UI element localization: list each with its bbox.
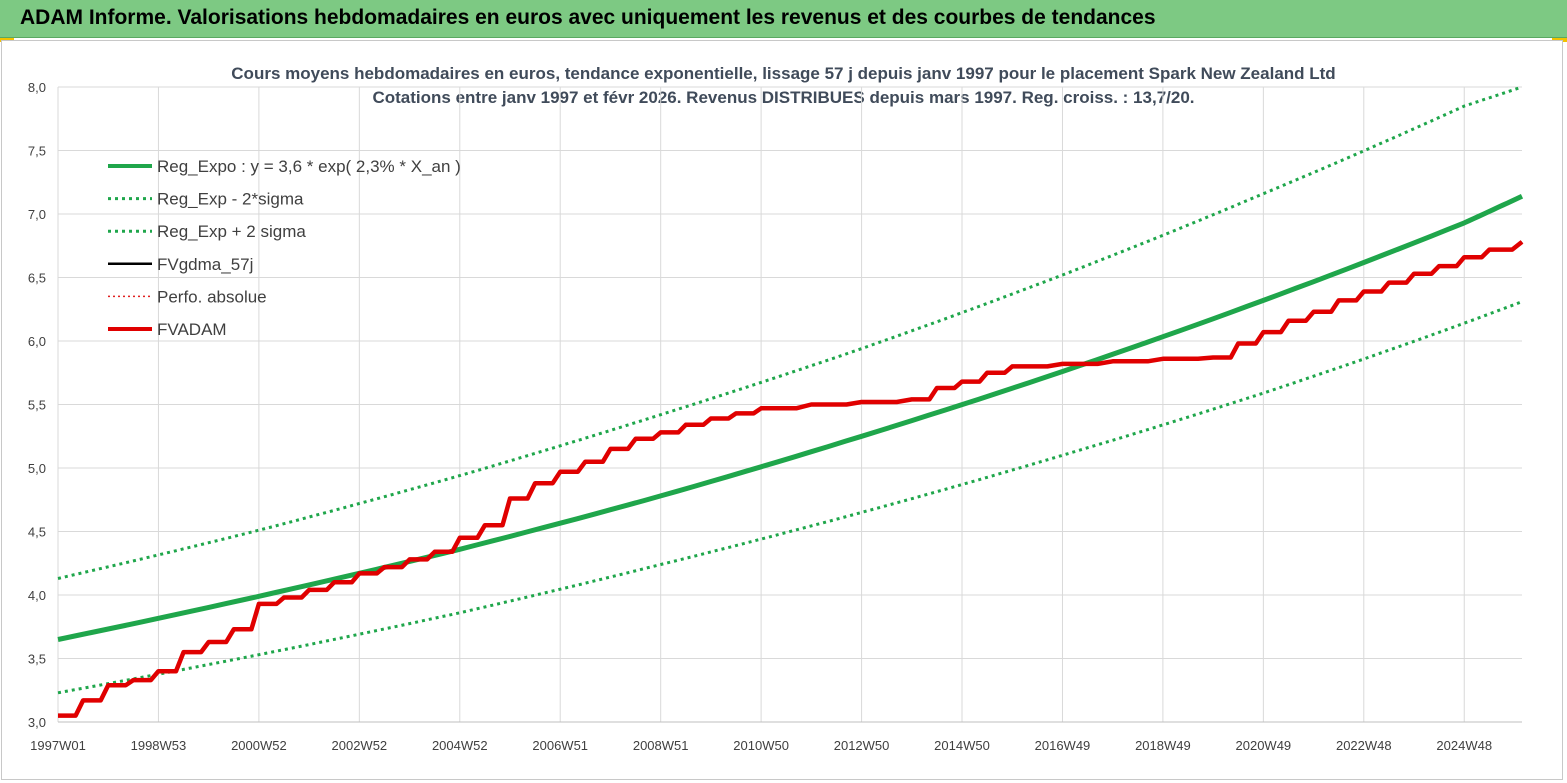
y-axis-tick-labels: 3,0 3,5 4,0 4,5 5,0 5,5 6,0 6,5 7,0 7,5 8,0 [28, 80, 46, 730]
legend-label: Perfo. absolue [157, 287, 267, 306]
series-fvgdma-57j [58, 240, 1523, 717]
x-tick-label: 2014W50 [934, 738, 990, 753]
report-title: ADAM Informe. Valorisations hebdomadaire… [20, 6, 1156, 29]
grid-lines [57, 86, 1522, 723]
x-tick-label: 1998W53 [131, 738, 187, 753]
x-tick-label: 2004W52 [432, 738, 488, 753]
series-reg-exp-plus-2-sigma [57, 85, 1523, 580]
x-tick-label: 2000W52 [231, 738, 287, 753]
series-reg-exp-minus-2-sigma [57, 300, 1523, 695]
chart-title-line-1: Cours moyens hebdomadaires en euros, ten… [231, 64, 1336, 83]
chart-title-line-2: Cotations entre janv 1997 et févr 2026. … [372, 88, 1195, 107]
y-tick-label: 6,5 [28, 271, 46, 286]
x-tick-label: 2024W48 [1436, 738, 1492, 753]
chart-title: Cours moyens hebdomadaires en euros, ten… [0, 62, 1567, 110]
legend-label: Reg_Exp + 2 sigma [157, 222, 306, 241]
x-tick-label: 2010W50 [733, 738, 789, 753]
legend-label: FVgdma_57j [157, 255, 253, 274]
legend-label: FVADAM [157, 320, 227, 339]
y-tick-label: 7,5 [28, 144, 46, 159]
y-tick-label: 5,5 [28, 398, 46, 413]
x-tick-label: 2018W49 [1135, 738, 1191, 753]
x-tick-label: 2006W51 [532, 738, 588, 753]
y-tick-label: 3,0 [28, 715, 46, 730]
legend-label: Reg_Expo : y = 3,6 * exp( 2,3% * X_an ) [157, 157, 461, 176]
report-banner: ADAM Informe. Valorisations hebdomadaire… [0, 0, 1567, 38]
y-tick-label: 8,0 [28, 80, 46, 95]
legend: Reg_Expo : y = 3,6 * exp( 2,3% * X_an ) R… [108, 157, 461, 339]
x-tick-label: 2008W51 [633, 738, 689, 753]
x-tick-label: 2022W48 [1336, 738, 1392, 753]
x-tick-label: 2002W52 [332, 738, 388, 753]
legend-label: Reg_Exp - 2*sigma [157, 190, 304, 209]
x-tick-label: 2020W49 [1236, 738, 1292, 753]
x-tick-label: 2012W50 [834, 738, 890, 753]
y-tick-label: 4,5 [28, 525, 46, 540]
x-tick-label: 2016W49 [1035, 738, 1091, 753]
y-tick-label: 7,0 [28, 207, 46, 222]
y-tick-label: 5,0 [28, 461, 46, 476]
x-tick-label: 1997W01 [30, 738, 86, 753]
series-reg-expo [57, 193, 1524, 642]
y-tick-label: 4,0 [28, 588, 46, 603]
series-lines [57, 85, 1524, 718]
series-fvadam [58, 240, 1524, 718]
x-axis-tick-labels: 1997W01 1998W53 2000W52 2002W52 2004W52 2006W… [30, 738, 1492, 753]
y-tick-label: 6,0 [28, 334, 46, 349]
y-tick-label: 3,5 [28, 652, 46, 667]
